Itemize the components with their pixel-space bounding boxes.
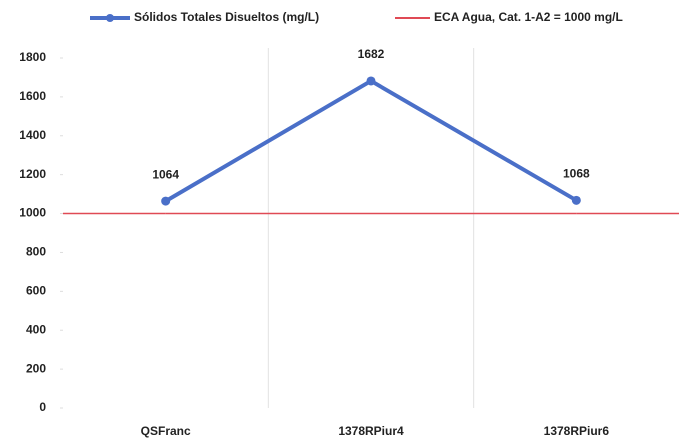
y-tick-label: 1800 (19, 50, 46, 64)
x-tick-label: 1378RPiur4 (338, 424, 404, 438)
data-label: 1068 (563, 167, 590, 181)
y-tick-label: 1000 (19, 206, 46, 220)
x-tick-label: 1378RPiur6 (544, 424, 610, 438)
marker (161, 196, 171, 206)
legend-label: Sólidos Totales Disueltos (mg/L) (134, 10, 319, 24)
x-tick-label: QSFranc (141, 424, 191, 438)
y-tick-label: 0 (39, 400, 46, 414)
y-tick-label: 1200 (19, 167, 46, 181)
marker (571, 195, 581, 205)
y-tick-label: 400 (26, 322, 46, 336)
line (164, 78, 578, 203)
y-tick-label: 200 (26, 361, 46, 375)
marker (366, 76, 376, 86)
legend-marker (106, 14, 114, 22)
y-tick-label: 1400 (19, 128, 46, 142)
y-tick-label: 800 (26, 245, 46, 259)
data-label: 1682 (358, 47, 385, 61)
y-tick-label: 600 (26, 284, 46, 298)
legend-label: ECA Agua, Cat. 1-A2 = 1000 mg/L (434, 10, 623, 24)
data-label: 1064 (152, 167, 179, 181)
y-tick-label: 1600 (19, 89, 46, 103)
